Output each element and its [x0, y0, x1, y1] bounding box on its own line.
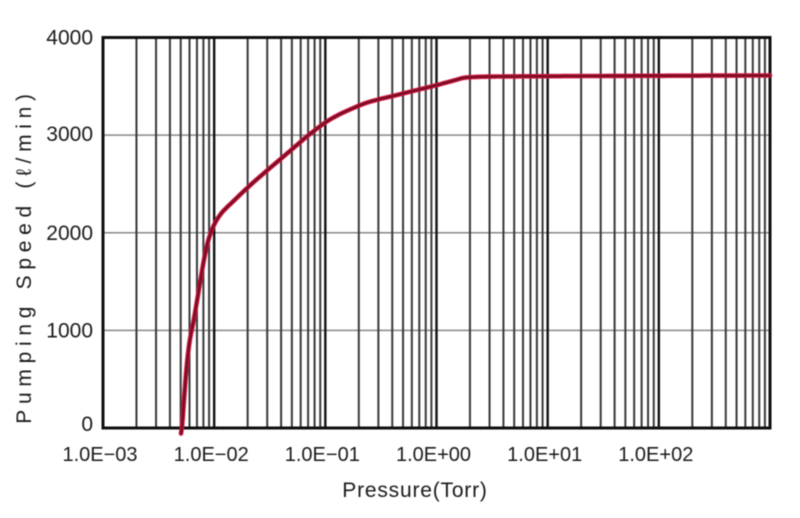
svg-text:Pressure(Torr): Pressure(Torr) [342, 479, 487, 502]
svg-text:4000: 4000 [46, 27, 93, 50]
svg-text:1.0E+02: 1.0E+02 [618, 444, 693, 466]
svg-text:0: 0 [81, 413, 93, 436]
svg-text:1.0E−03: 1.0E−03 [62, 444, 137, 466]
svg-text:3000: 3000 [46, 123, 93, 146]
svg-text:1.0E+00: 1.0E+00 [396, 444, 471, 466]
svg-text:1000: 1000 [46, 319, 93, 342]
svg-text:2000: 2000 [46, 222, 93, 245]
svg-text:1.0E−02: 1.0E−02 [174, 444, 249, 466]
svg-text:Pumping Speed (ℓ/min): Pumping Speed (ℓ/min) [13, 88, 36, 423]
svg-text:1.0E−01: 1.0E−01 [285, 444, 360, 466]
svg-text:1.0E+01: 1.0E+01 [507, 444, 582, 466]
